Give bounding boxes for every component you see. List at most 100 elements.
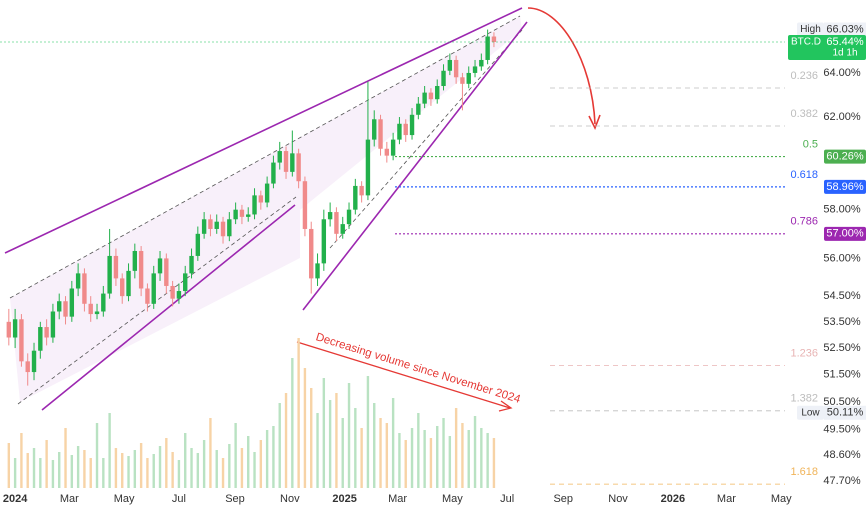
volume-bar bbox=[291, 358, 294, 488]
candle-body bbox=[491, 36, 497, 43]
candle-body bbox=[113, 255, 119, 279]
candle-body bbox=[57, 301, 62, 312]
marker-tag bbox=[797, 22, 824, 37]
volume-bar bbox=[410, 428, 414, 488]
volume-bar bbox=[486, 433, 489, 488]
volume-bar bbox=[391, 398, 395, 488]
volume-bar bbox=[436, 426, 439, 488]
fib-level-label: 0.786 bbox=[790, 216, 818, 228]
candle-body bbox=[252, 195, 257, 215]
candle-body bbox=[120, 278, 125, 297]
candle-body bbox=[447, 59, 453, 71]
y-tick-label: 51.50% bbox=[823, 369, 861, 381]
candle-body bbox=[353, 185, 358, 210]
volume-bar bbox=[209, 418, 212, 488]
candle-body bbox=[239, 209, 245, 217]
candle-body bbox=[75, 273, 81, 289]
y-tick-label: 50.50% bbox=[823, 396, 861, 408]
candle-body bbox=[479, 59, 484, 67]
candle-body bbox=[214, 221, 219, 229]
candle-body bbox=[390, 139, 396, 156]
candle-body bbox=[145, 288, 150, 304]
y-tick-label: 58.00% bbox=[823, 204, 861, 216]
y-tick-label: 47.70% bbox=[823, 475, 861, 487]
arrow-head bbox=[498, 400, 513, 412]
volume-bar bbox=[83, 450, 86, 488]
volume-bar bbox=[328, 400, 332, 488]
candle-body bbox=[31, 350, 37, 373]
volume-bar bbox=[39, 458, 42, 488]
volume-bar bbox=[139, 443, 143, 488]
volume-bar bbox=[202, 440, 206, 488]
marker-value-bg bbox=[824, 22, 866, 37]
candle-body bbox=[258, 195, 264, 203]
channel-line bbox=[9, 15, 521, 299]
volume-bar bbox=[442, 418, 445, 488]
candle-body bbox=[485, 36, 490, 60]
x-tick-label: Sep bbox=[225, 493, 245, 505]
volume-bar bbox=[398, 433, 401, 488]
candle-body bbox=[38, 327, 43, 351]
candle-body bbox=[346, 209, 352, 225]
candle-body bbox=[101, 293, 106, 312]
candle-body bbox=[283, 151, 289, 172]
marker-value: 50.11% bbox=[827, 407, 864, 419]
fib-level-label: 1.618 bbox=[790, 466, 818, 478]
candle-body bbox=[397, 123, 402, 140]
candle-body bbox=[372, 119, 377, 140]
fib-price-badge bbox=[824, 179, 866, 194]
volume-bar bbox=[45, 440, 48, 488]
candle-body bbox=[164, 258, 169, 286]
candle-body bbox=[94, 311, 100, 315]
x-tick-label: Mar bbox=[388, 493, 407, 505]
volume-bar bbox=[184, 433, 187, 488]
x-tick-label: Sep bbox=[553, 493, 573, 505]
volume-arrow bbox=[296, 341, 511, 409]
candle-body bbox=[88, 303, 93, 315]
candle-body bbox=[138, 250, 144, 289]
x-tick-label: 2026 bbox=[661, 493, 685, 505]
candle-body bbox=[321, 219, 327, 264]
marker-name: High bbox=[800, 24, 821, 35]
fib-level-label: 1.382 bbox=[790, 393, 818, 405]
candle-body bbox=[416, 103, 421, 115]
candle-body bbox=[126, 270, 131, 297]
volume-bar bbox=[473, 416, 477, 488]
volume-bar bbox=[190, 448, 193, 488]
x-tick-label: Nov bbox=[608, 493, 628, 505]
volume-bar bbox=[70, 455, 74, 488]
candle-body bbox=[340, 224, 345, 234]
candle-body bbox=[50, 311, 56, 338]
volume-bar bbox=[423, 430, 426, 488]
x-tick-label: 2024 bbox=[3, 493, 28, 505]
fib-level-label: 0.382 bbox=[790, 108, 818, 120]
candle-body bbox=[422, 92, 427, 104]
candle-body bbox=[227, 219, 232, 237]
volume-bar bbox=[196, 453, 200, 488]
candle-body bbox=[189, 255, 194, 274]
x-tick-label: Mar bbox=[60, 493, 79, 505]
candle-body bbox=[460, 77, 465, 84]
marker-name: Low bbox=[801, 407, 820, 418]
volume-bar bbox=[429, 438, 433, 488]
x-tick-label: May bbox=[442, 493, 463, 505]
volume-bar bbox=[341, 418, 344, 488]
volume-bar bbox=[102, 458, 105, 488]
current-price-label: 65.44% bbox=[826, 36, 864, 48]
candle-body bbox=[359, 185, 364, 196]
candle-body bbox=[63, 301, 68, 317]
fib-price-badge bbox=[824, 149, 866, 164]
current-price-badge bbox=[788, 35, 866, 61]
volume-bar bbox=[265, 430, 269, 488]
volume-bar bbox=[335, 393, 338, 488]
y-tick-label: 56.00% bbox=[823, 252, 861, 264]
volume-bar bbox=[171, 452, 174, 488]
bar-timer: 1d 1h bbox=[832, 48, 857, 59]
candle-body bbox=[384, 148, 390, 156]
x-tick-label: Mar bbox=[717, 493, 736, 505]
candle-body bbox=[82, 273, 87, 304]
x-tick-label: Jul bbox=[172, 493, 186, 505]
volume-bar bbox=[379, 418, 382, 488]
candle-body bbox=[151, 273, 156, 304]
